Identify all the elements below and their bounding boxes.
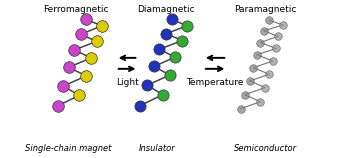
Point — [254, 53, 260, 56]
Point — [247, 80, 253, 82]
Point — [151, 65, 157, 68]
Point — [262, 86, 268, 89]
Text: Semiconductor: Semiconductor — [234, 144, 297, 153]
Point — [83, 75, 89, 77]
Point — [167, 74, 173, 76]
Point — [89, 57, 94, 59]
Point — [266, 19, 272, 21]
Point — [275, 35, 281, 38]
Point — [83, 18, 89, 21]
Point — [61, 85, 66, 87]
Point — [184, 24, 190, 27]
Text: Light: Light — [116, 78, 139, 87]
Point — [163, 32, 169, 35]
Point — [179, 39, 185, 42]
Point — [251, 67, 256, 69]
Text: Ferromagnetic: Ferromagnetic — [43, 5, 108, 14]
Point — [55, 104, 61, 107]
Point — [266, 73, 272, 76]
Point — [242, 93, 247, 96]
Point — [144, 84, 150, 87]
Point — [99, 24, 105, 27]
Text: Paramagnetic: Paramagnetic — [234, 5, 297, 14]
Point — [258, 100, 263, 103]
Point — [169, 18, 174, 21]
Point — [94, 40, 99, 43]
Point — [270, 60, 275, 62]
Point — [76, 94, 82, 97]
Point — [238, 107, 243, 110]
Text: Insulator: Insulator — [139, 144, 176, 153]
Text: Diamagnetic: Diamagnetic — [138, 5, 195, 14]
Point — [280, 24, 286, 26]
Point — [66, 66, 71, 69]
Point — [273, 47, 279, 50]
Text: Single-chain magnet: Single-chain magnet — [26, 144, 112, 153]
Text: Temperature: Temperature — [187, 78, 244, 87]
Point — [160, 93, 166, 96]
Point — [172, 56, 178, 58]
Point — [258, 41, 263, 44]
Point — [156, 48, 162, 51]
Point — [261, 30, 267, 32]
Point — [137, 104, 143, 107]
Point — [71, 49, 77, 51]
Point — [78, 33, 84, 36]
